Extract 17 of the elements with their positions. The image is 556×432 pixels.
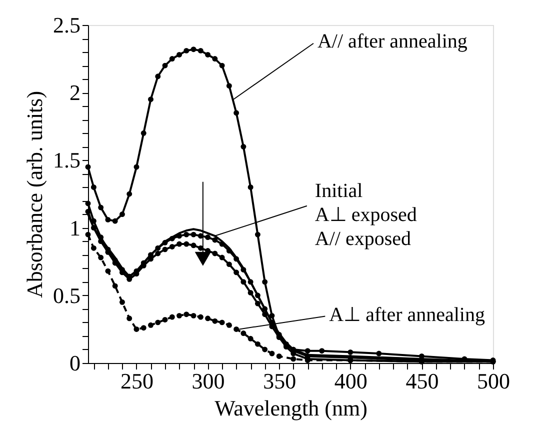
x-tick-label: 300 bbox=[192, 368, 225, 394]
x-tick-label: 450 bbox=[406, 368, 439, 394]
y-tick-label: 1 bbox=[70, 215, 80, 240]
x-tick-label: 350 bbox=[263, 368, 296, 394]
x-tick-label: 250 bbox=[120, 368, 154, 394]
y-tick-label: 2.5 bbox=[53, 12, 80, 38]
y-tick-label: 0 bbox=[70, 350, 80, 376]
y-tick-label: 1.5 bbox=[53, 148, 80, 173]
x-tick-label: 400 bbox=[334, 368, 368, 394]
x-tick-label: 500 bbox=[477, 368, 510, 394]
y-tick-label: 2 bbox=[70, 80, 80, 106]
annotation: A⊥ after annealing bbox=[329, 304, 485, 326]
x-axis-title: Wavelength (nm) bbox=[214, 396, 368, 420]
y-tick-label: 0.5 bbox=[53, 282, 80, 308]
y-axis-title: Absorbance (arb. units) bbox=[22, 90, 47, 298]
annotation: A// after annealing bbox=[317, 30, 468, 52]
annotation: Initial A⊥ exposed A// exposed bbox=[314, 180, 417, 250]
